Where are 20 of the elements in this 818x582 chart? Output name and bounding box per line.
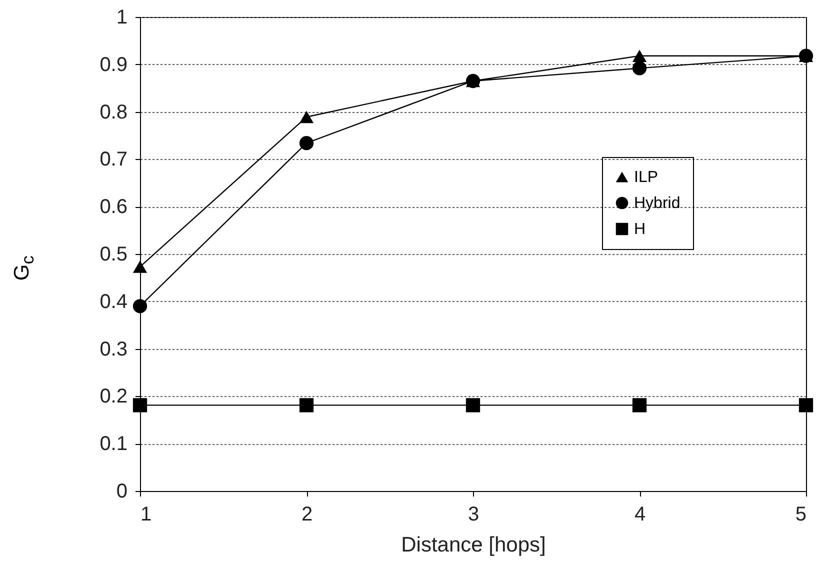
y-tick-label: 0.5 xyxy=(100,244,128,266)
y-tick-label: 0.8 xyxy=(100,101,128,124)
legend-label: Hybrid xyxy=(634,195,680,212)
y-tick-label: 0.3 xyxy=(100,338,128,360)
y-tick-label: 1 xyxy=(116,6,128,28)
y-tick-label: 0.2 xyxy=(100,386,128,408)
y-tick-label: 0.7 xyxy=(100,148,128,171)
x-tick-label: 4 xyxy=(634,504,646,526)
y-tick-label: 0.1 xyxy=(100,433,128,456)
x-axis-title: Distance [hops] xyxy=(401,534,546,556)
legend-label: H xyxy=(634,221,646,238)
legend-label: ILP xyxy=(634,169,658,186)
y-tick-label: 0.6 xyxy=(100,196,128,218)
y-tick-label: 0 xyxy=(116,480,128,502)
x-tick-label: 2 xyxy=(301,504,313,526)
y-tick-label: 0.9 xyxy=(100,54,128,76)
x-tick-label: 3 xyxy=(468,504,480,526)
x-tick-label: 1 xyxy=(140,504,152,526)
y-tick-label: 0.4 xyxy=(100,290,128,313)
x-tick-label: 5 xyxy=(795,504,806,526)
